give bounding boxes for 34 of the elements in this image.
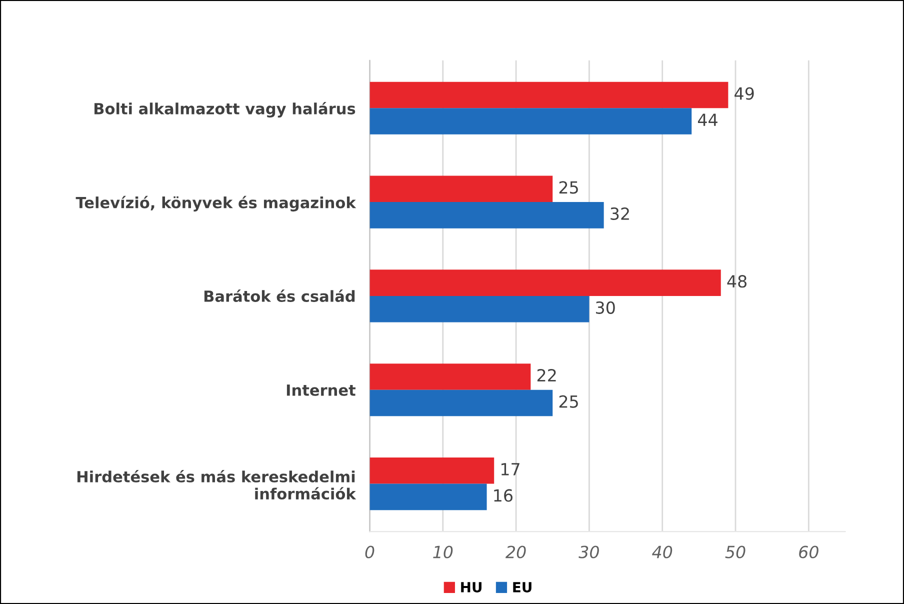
legend-label: HU bbox=[461, 582, 482, 592]
data-label: 49 bbox=[734, 87, 754, 100]
data-label: 30 bbox=[596, 301, 615, 314]
data-label: 25 bbox=[559, 181, 578, 194]
bar bbox=[370, 82, 728, 108]
x-tick-label: 60 bbox=[799, 546, 818, 558]
data-label: 32 bbox=[610, 207, 629, 220]
x-tick-label: 30 bbox=[578, 546, 599, 558]
data-label: 25 bbox=[559, 395, 578, 408]
data-label: 17 bbox=[501, 463, 520, 476]
data-label: 22 bbox=[537, 368, 556, 382]
x-tick-label: 0 bbox=[365, 546, 374, 558]
bar bbox=[370, 176, 553, 202]
x-tick-label: 40 bbox=[652, 546, 672, 558]
y-tick-label: Hirdetések és más kereskedelmi információk bbox=[77, 470, 356, 500]
x-tick-label: 10 bbox=[433, 546, 453, 558]
data-label: 16 bbox=[494, 489, 512, 502]
x-tick-label: 20 bbox=[506, 546, 526, 558]
bar bbox=[370, 296, 590, 322]
y-tick-label: Bolti alkalmazott vagy halárus bbox=[94, 102, 356, 118]
bar bbox=[370, 270, 721, 296]
bar bbox=[370, 364, 531, 390]
y-tick-label: Barátok és család bbox=[204, 290, 355, 302]
legend-label: EU bbox=[513, 582, 532, 592]
y-tick-label: Televízió, könyvek és magazinok bbox=[76, 196, 356, 212]
bar bbox=[370, 484, 487, 510]
data-label: 48 bbox=[727, 275, 746, 288]
bar bbox=[370, 108, 692, 134]
bar bbox=[370, 390, 553, 416]
y-tick-label: Internet bbox=[286, 384, 356, 396]
x-tick-label: 50 bbox=[725, 546, 746, 558]
bar bbox=[370, 202, 604, 228]
data-label: 44 bbox=[698, 114, 718, 126]
bar bbox=[370, 458, 494, 484]
